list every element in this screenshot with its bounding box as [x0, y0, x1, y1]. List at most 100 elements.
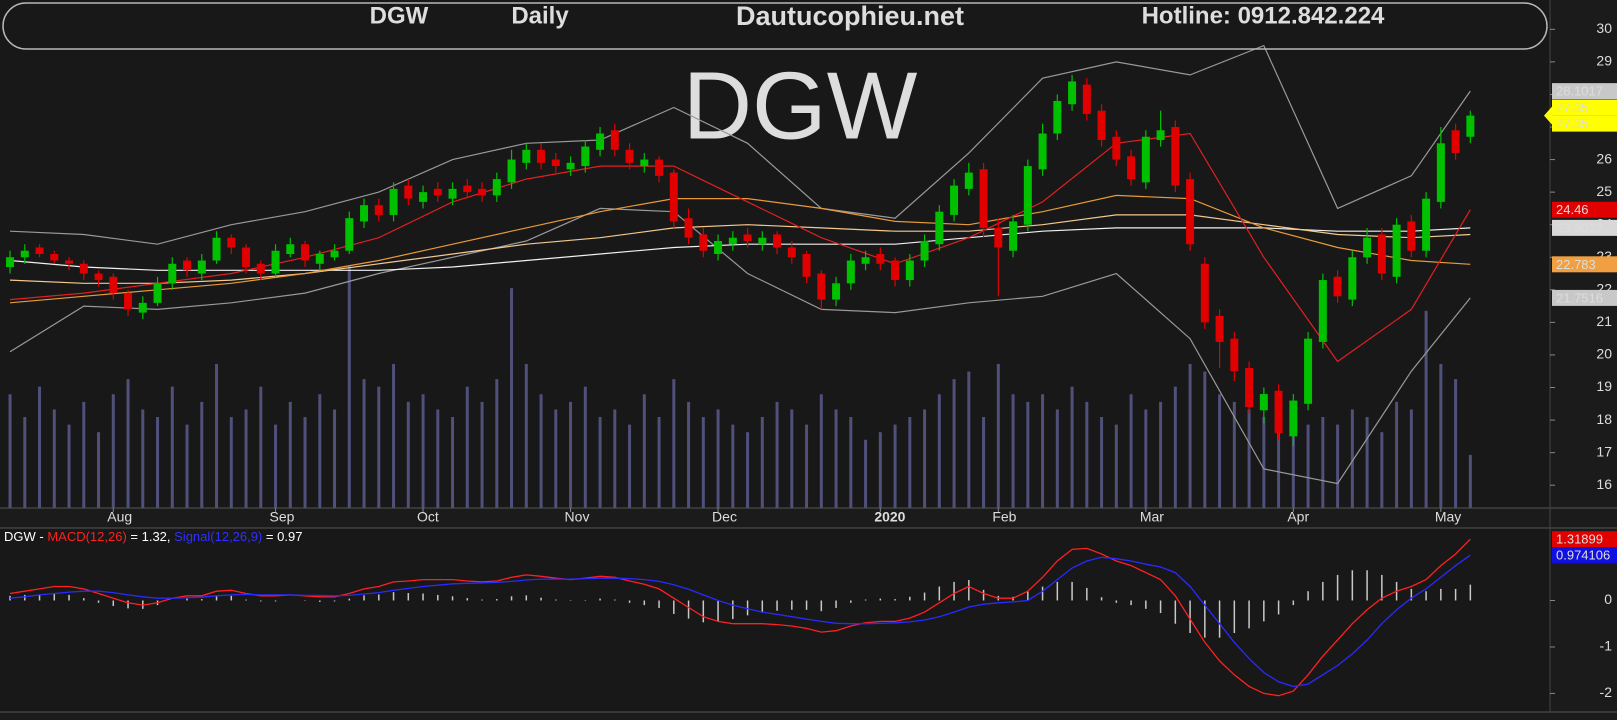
candle-body [433, 188, 442, 196]
volume-bar [775, 401, 779, 508]
volume-bar [244, 409, 248, 508]
volume-bar [598, 417, 602, 508]
candle-body [1451, 130, 1460, 154]
y-tick-label: 29 [1596, 53, 1612, 69]
volume-bar [1350, 409, 1354, 508]
volume-bar [1203, 371, 1207, 508]
x-tick-label: Nov [565, 509, 590, 525]
candle-body [20, 250, 29, 258]
candle-body [1097, 110, 1106, 141]
candle-body [891, 260, 900, 281]
volume-bar [864, 439, 868, 508]
header-period: Daily [511, 2, 569, 29]
candle-body [419, 192, 428, 202]
volume-bar [539, 394, 543, 508]
value-label: 24.46 [1556, 202, 1589, 217]
volume-bar [1173, 386, 1177, 508]
header-site: Dautucophieu.net [736, 1, 964, 31]
volume-bar [1439, 363, 1443, 508]
y-tick-label: 18 [1596, 411, 1612, 427]
value-label: 23.9022 [1556, 220, 1603, 235]
volume-bar [746, 432, 750, 508]
candle-body [315, 254, 324, 264]
volume-bar [760, 417, 764, 508]
volume-bar [1468, 454, 1472, 508]
candle-body [669, 172, 678, 222]
y-tick-label: -2 [1600, 684, 1613, 700]
volume-bar [701, 417, 705, 508]
volume-bar [819, 394, 823, 508]
candle-body [950, 185, 959, 215]
candle-body [1053, 100, 1062, 134]
value-label: 1.31899 [1556, 532, 1603, 547]
x-tick-label: Feb [992, 509, 1016, 525]
volume-bar [170, 386, 174, 508]
value-label: 27.35 [1556, 100, 1589, 115]
candle-body [271, 250, 280, 274]
volume-bar [1409, 409, 1413, 508]
candle-body [1068, 81, 1077, 105]
volume-bar [1454, 379, 1458, 508]
candle-body [1333, 276, 1342, 297]
candle-body [935, 211, 944, 245]
candle-body [1318, 280, 1327, 342]
volume-bar [465, 386, 469, 508]
volume-bar [731, 424, 735, 508]
volume-bar [554, 409, 558, 508]
candle-body [1023, 166, 1032, 225]
volume-bar [1306, 424, 1310, 508]
candle-body [596, 133, 605, 150]
watermark: DGW [683, 52, 918, 159]
legend-entry: Signal(12,26,9) [174, 529, 262, 544]
candle-body [168, 263, 177, 284]
candle-body [1422, 198, 1431, 251]
legend-prefix: DGW - [4, 529, 47, 544]
value-label: 27.35 [1556, 116, 1589, 131]
volume-bar [52, 409, 56, 508]
candle-body [1304, 338, 1313, 404]
volume-bar [952, 379, 956, 508]
candle-body [256, 263, 265, 274]
candle-body [905, 260, 914, 281]
volume-bar [303, 417, 307, 508]
volume-bar [805, 424, 809, 508]
volume-bar [451, 417, 455, 508]
volume-bar [524, 363, 528, 508]
x-tick-label: Sep [270, 509, 295, 525]
candle-body [1392, 224, 1401, 277]
candle-body [699, 234, 708, 251]
volume-bar [1232, 401, 1236, 508]
volume-bar [1321, 417, 1325, 508]
volume-bar [480, 401, 484, 508]
value-badge [1552, 83, 1617, 100]
legend-value: = 0.97 [262, 529, 302, 544]
volume-bar [274, 424, 278, 508]
candle-body [183, 260, 192, 271]
volume-bar [67, 424, 71, 508]
volume-bar [1085, 401, 1089, 508]
volume-bar [421, 394, 425, 508]
candle-body [404, 185, 413, 199]
volume-bar [259, 386, 263, 508]
volume-bar [1277, 401, 1281, 508]
legend-value: = 1.32, [127, 529, 174, 544]
candle-body [979, 169, 988, 228]
volume-bar [923, 409, 927, 508]
candle-body [301, 244, 310, 261]
candle-body [1363, 237, 1372, 258]
x-tick-label: 2020 [874, 509, 905, 525]
value-label: 0.974106 [1556, 548, 1610, 563]
candle-body [50, 254, 59, 261]
volume-bar [982, 417, 986, 508]
volume-bar [436, 409, 440, 508]
volume-bar [790, 409, 794, 508]
volume-bar [288, 401, 292, 508]
volume-bar [38, 386, 42, 508]
y-tick-label: -1 [1600, 638, 1613, 654]
candle-body [1348, 257, 1357, 300]
candle-body [1289, 400, 1298, 437]
volume-bar [1129, 394, 1133, 508]
candle-body [1377, 234, 1386, 274]
volume-bar [834, 409, 838, 508]
